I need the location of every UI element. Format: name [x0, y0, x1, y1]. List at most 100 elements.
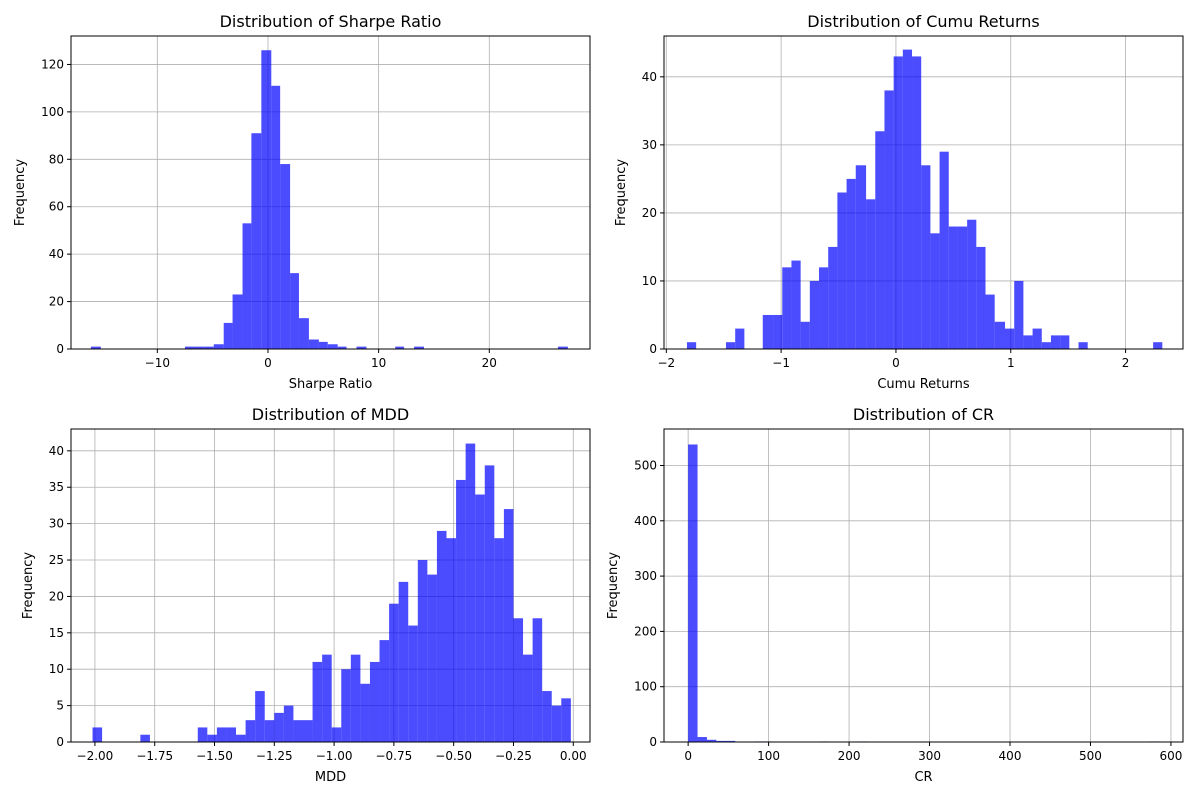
x-axis-label: Sharpe Ratio	[289, 377, 373, 392]
histogram-bar	[312, 661, 323, 742]
x-tick-label: 0.00	[560, 749, 587, 763]
histogram-bar	[360, 683, 370, 742]
histogram-bar	[251, 133, 262, 349]
ticks-layer: 0 100 200 300 400 500 600 0 100 200 300 400 500	[634, 458, 1182, 763]
y-tick-label: 15	[49, 626, 64, 640]
histogram-bar	[837, 192, 847, 349]
x-tick-label: −1.00	[316, 749, 353, 763]
histogram-bar	[762, 314, 774, 349]
x-tick-label: −1	[772, 356, 790, 370]
y-tick-label: 35	[49, 480, 64, 494]
histogram-bar	[503, 509, 514, 742]
histogram-bar	[341, 669, 351, 742]
histogram-bar	[322, 654, 332, 742]
histogram-bar	[232, 294, 243, 349]
histogram-bar	[1014, 280, 1024, 349]
histogram-bar	[226, 727, 237, 742]
y-tick-label: 20	[642, 206, 657, 220]
axes-frame	[663, 35, 1184, 350]
histogram-bar	[398, 581, 409, 742]
y-tick-label: 400	[634, 514, 657, 528]
histogram-bar	[280, 164, 291, 349]
histogram-bar	[921, 165, 931, 349]
chart-title: Distribution of CR	[853, 405, 994, 424]
histogram-bar	[967, 219, 977, 349]
histogram-bar	[557, 346, 568, 349]
ticks-layer: −2.00 −1.75 −1.50 −1.25 −1.00 −0.75 −0.50 −0.25…	[49, 444, 587, 763]
histogram-bar	[213, 344, 224, 349]
histogram-bar	[725, 740, 736, 742]
x-tick-label: 600	[1159, 749, 1182, 763]
histogram-bar	[686, 342, 697, 349]
histogram-bar	[875, 131, 885, 349]
histogram-bar	[994, 321, 1006, 349]
histogram-bar	[985, 294, 995, 349]
x-tick-label: −0.50	[435, 749, 472, 763]
histogram-bar	[688, 444, 698, 742]
chart-title: Distribution of Cumu Returns	[807, 12, 1040, 31]
histogram-bar	[484, 465, 495, 742]
histogram-bar	[264, 720, 275, 742]
bars-layer	[92, 443, 571, 742]
y-tick-label: 0	[56, 342, 64, 356]
histogram-bar	[92, 727, 103, 742]
y-tick-label: 20	[49, 589, 64, 603]
histogram-bar	[1023, 335, 1033, 349]
y-tick-label: 40	[49, 444, 64, 458]
histogram-bar	[1032, 328, 1042, 349]
histogram-bar	[207, 734, 217, 742]
histogram-bar	[356, 346, 367, 349]
x-tick-label: 0	[684, 749, 692, 763]
histogram-bar	[302, 720, 313, 742]
y-tick-label: 20	[49, 295, 64, 309]
histogram-bar	[939, 151, 949, 349]
axes-frame	[70, 428, 591, 743]
y-tick-label: 120	[41, 57, 64, 71]
y-tick-label: 30	[642, 138, 657, 152]
grid-layer	[664, 429, 1183, 743]
y-tick-label: 25	[49, 553, 64, 567]
x-tick-label: −2.00	[77, 749, 114, 763]
bars-layer	[688, 444, 1159, 742]
x-tick-label: 500	[1079, 749, 1102, 763]
chart-title: Distribution of Sharpe Ratio	[220, 12, 442, 31]
histogram-bar	[800, 321, 810, 349]
histogram-bar	[884, 90, 894, 349]
histogram-bar	[90, 346, 101, 349]
histogram-bar	[893, 56, 903, 349]
y-axis-label: Frequency	[614, 159, 629, 226]
histogram-bar	[716, 740, 726, 742]
histogram-bar	[417, 560, 428, 742]
histogram-bar	[465, 443, 476, 742]
x-tick-label: 1	[1007, 356, 1015, 370]
histogram-bar	[379, 640, 390, 742]
histogram-bar	[735, 328, 745, 349]
histogram-bar	[542, 691, 552, 742]
y-tick-label: 80	[49, 152, 64, 166]
histogram-bar	[513, 618, 524, 742]
histogram-bar	[782, 267, 792, 349]
histogram-bar	[245, 720, 256, 742]
y-tick-label: 60	[49, 200, 64, 214]
x-tick-label: −1.75	[136, 749, 173, 763]
x-tick-label: −1.25	[256, 749, 293, 763]
histogram-bar	[369, 661, 380, 742]
histogram-bar	[427, 574, 437, 742]
histogram-bar	[271, 85, 281, 349]
x-tick-label: −2	[657, 356, 675, 370]
x-axis-label: MDD	[315, 770, 346, 785]
x-tick-label: −10	[145, 356, 170, 370]
grid-layer	[71, 36, 590, 350]
histogram-bar	[726, 342, 736, 349]
y-tick-label: 40	[642, 70, 657, 84]
histogram-bar	[773, 314, 783, 349]
histogram-bar	[1078, 342, 1088, 349]
bars-layer	[686, 49, 1163, 349]
chart-title: Distribution of MDD	[252, 405, 409, 424]
histogram-bar	[855, 165, 867, 349]
histogram-bar	[223, 322, 233, 349]
histogram-bar	[283, 705, 294, 742]
